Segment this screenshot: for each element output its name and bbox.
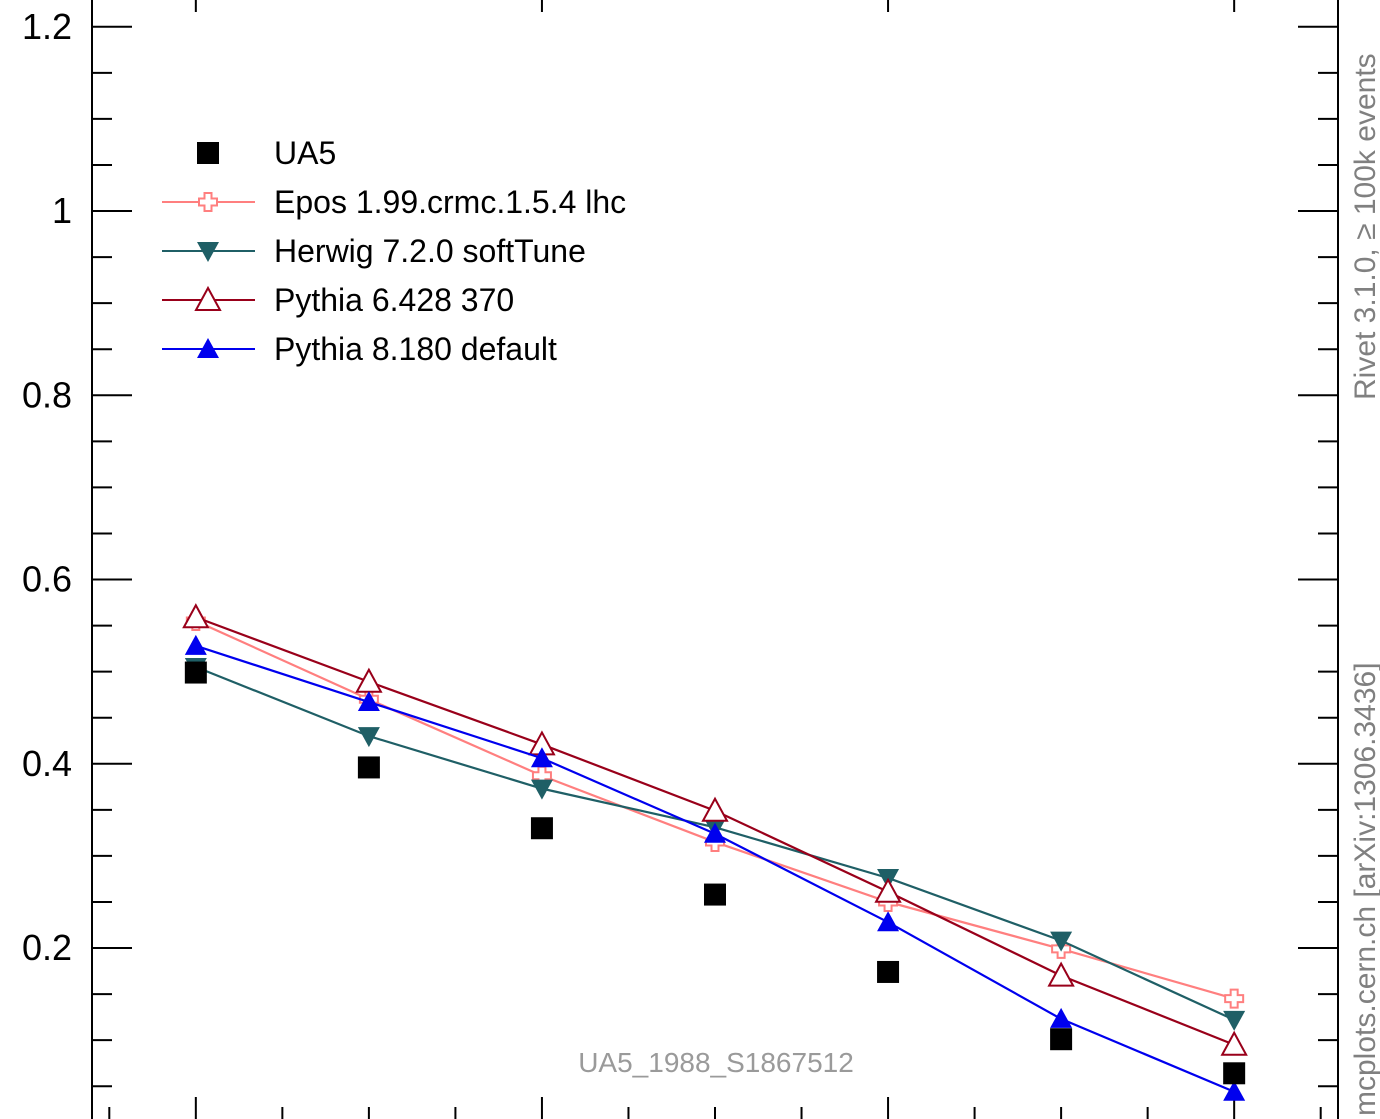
series-line [195, 644, 1235, 1093]
y-tick-label: 0.4 [22, 743, 72, 784]
legend-entry: UA5 [197, 135, 336, 171]
data-point [704, 883, 726, 906]
y-axis-tick-labels: 0.2 0.4 0.6 0.8 1 1.2 [22, 6, 72, 968]
data-point [357, 727, 380, 748]
legend-label: UA5 [274, 135, 336, 171]
axis-ticks [92, 0, 1338, 1119]
legend-label: Pythia 8.180 default [274, 331, 557, 367]
legend-entry: Epos 1.99.crmc.1.5.4 lhc [162, 184, 626, 220]
series-ua5 [184, 661, 1246, 1085]
data-point [357, 691, 380, 712]
data-point [1220, 1030, 1248, 1056]
data-point [701, 796, 729, 822]
series-pythia-6-428-370 [182, 603, 1248, 1056]
series-pythia-8-180-default [184, 634, 1246, 1101]
data-point [530, 779, 553, 800]
plot-frame [91, 0, 1339, 1119]
y-tick-label: 0.6 [22, 559, 72, 600]
legend-marker [198, 192, 218, 212]
data-point [530, 817, 553, 840]
data-point [1223, 1080, 1246, 1101]
data-point [1050, 1007, 1073, 1028]
data-point [184, 634, 207, 655]
legend-marker [197, 142, 219, 164]
data-point [877, 960, 900, 983]
data-point [1050, 931, 1073, 952]
rivet-version-label: Rivet 3.1.0, ≥ 100k events [1349, 53, 1380, 400]
data-point [1223, 1062, 1246, 1085]
data-point [1050, 1028, 1073, 1051]
data-point [877, 911, 900, 932]
legend-entry: Pythia 6.428 370 [162, 282, 514, 318]
data-point [355, 667, 383, 693]
data-point [704, 822, 726, 843]
data-point [874, 877, 902, 903]
legend-label: Herwig 7.2.0 softTune [274, 233, 586, 269]
legend-label: Pythia 6.428 370 [274, 282, 514, 318]
legend-marker [194, 285, 222, 311]
y-tick-label: 1.2 [22, 6, 72, 47]
legend-entry: Herwig 7.2.0 softTune [162, 233, 586, 269]
analysis-id-label: UA5_1988_S1867512 [578, 1047, 854, 1078]
legend-marker [197, 338, 219, 358]
legend-marker [197, 242, 219, 262]
legend-label: Epos 1.99.crmc.1.5.4 lhc [274, 184, 626, 220]
y-tick-label: 1 [52, 190, 72, 231]
data-point [357, 756, 380, 779]
y-tick-label: 0.8 [22, 374, 72, 415]
legend-entry: Pythia 8.180 default [162, 331, 557, 367]
data-point [1223, 1010, 1246, 1031]
data-point [530, 747, 553, 768]
data-point [182, 603, 210, 629]
data-point [184, 661, 207, 684]
data-point [1224, 988, 1245, 1009]
y-tick-label: 0.2 [22, 927, 72, 968]
data-point [1047, 961, 1075, 987]
source-label: mcplots.cern.ch [arXiv:1306.3436] [1349, 662, 1380, 1116]
data-series [182, 603, 1248, 1101]
legend: UA5 Epos 1.99.crmc.1.5.4 lhc Herwig 7.2.0 … [162, 135, 626, 367]
